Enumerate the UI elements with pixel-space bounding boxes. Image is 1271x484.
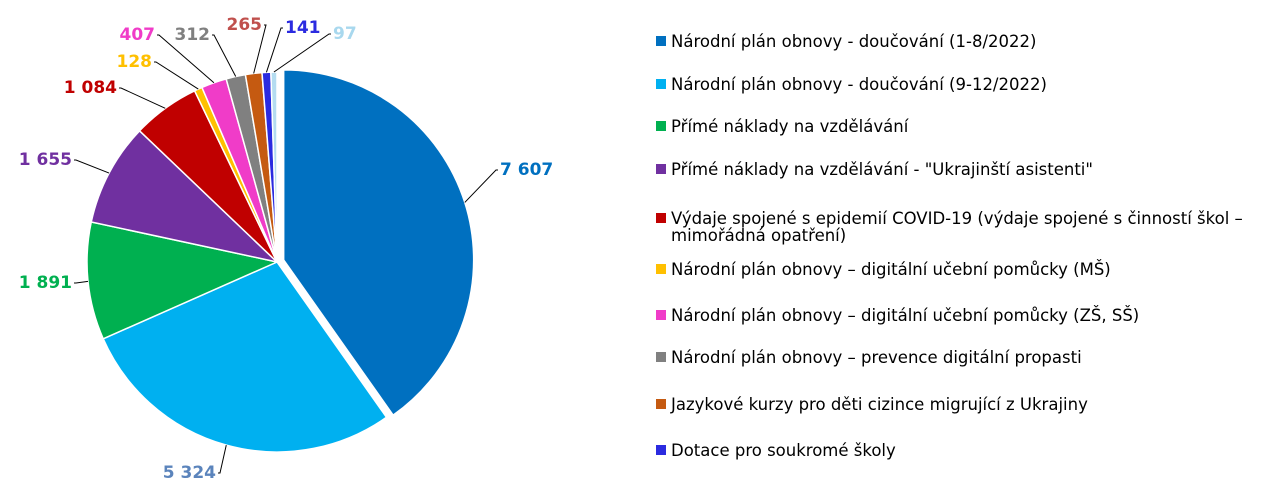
legend-item: Přímé náklady na vzdělávání - "Ukrajinšt… — [656, 161, 1266, 178]
legend-swatch — [656, 36, 666, 46]
legend-item: Národní plán obnovy – digitální učební p… — [656, 261, 1266, 278]
legend-label: Přímé náklady na vzdělávání — [671, 117, 909, 136]
legend-item: Dotace pro soukromé školy — [656, 442, 1266, 459]
legend-label: Národní plán obnovy – prevence digitální… — [671, 348, 1082, 367]
legend-label: Výdaje spojené s epidemií COVID-19 (výda… — [671, 209, 1243, 245]
legend-item: Přímé náklady na vzdělávání — [656, 118, 1266, 135]
data-label: 265 — [227, 15, 263, 35]
legend-item: Výdaje spojené s epidemií COVID-19 (výda… — [656, 210, 1266, 244]
leader-line — [273, 33, 331, 73]
legend-item: Jazykové kurzy pro děti cizince migrujíc… — [656, 396, 1266, 413]
legend-item: Národní plán obnovy – prevence digitální… — [656, 349, 1266, 366]
data-label: 407 — [120, 25, 156, 45]
data-label: 97 — [333, 24, 357, 44]
data-label: 141 — [285, 18, 321, 38]
legend-swatch — [656, 264, 666, 274]
leader-line — [218, 444, 227, 474]
leader-line — [157, 34, 215, 84]
leader-line — [119, 87, 166, 109]
legend-swatch — [656, 399, 666, 409]
data-label: 1 084 — [64, 78, 117, 98]
legend-label: Jazykové kurzy pro děti cizince migrujíc… — [671, 395, 1088, 414]
legend-label: Národní plán obnovy – digitální učební p… — [671, 260, 1111, 279]
legend-item: Národní plán obnovy – digitální učební p… — [656, 307, 1266, 324]
leader-line — [74, 159, 110, 174]
legend-swatch — [656, 79, 666, 89]
legend-label: Dotace pro soukromé školy — [671, 441, 896, 460]
data-label: 1 891 — [19, 273, 72, 293]
legend-swatch — [656, 445, 666, 455]
legend-label: Národní plán obnovy – digitální učební p… — [671, 306, 1140, 325]
legend-swatch — [656, 310, 666, 320]
leader-line — [74, 280, 89, 284]
legend-swatch — [656, 213, 666, 223]
data-label: 312 — [175, 25, 211, 45]
legend-swatch — [656, 121, 666, 131]
leader-line — [253, 24, 267, 74]
legend-item: Národní plán obnovy - doučování (9-12/20… — [656, 76, 1266, 93]
data-label: 5 324 — [163, 463, 216, 483]
data-label: 1 655 — [19, 150, 72, 170]
pie-slice — [102, 261, 388, 453]
pie-slice — [86, 221, 280, 340]
leader-line — [154, 61, 199, 90]
legend-swatch — [656, 164, 666, 174]
data-label: 7 607 — [500, 160, 553, 180]
leader-line — [212, 34, 237, 77]
legend-item: Národní plán obnovy - doučování (1-8/202… — [656, 33, 1266, 50]
data-label: 128 — [117, 52, 153, 72]
legend-swatch — [656, 352, 666, 362]
legend-label: Národní plán obnovy - doučování (1-8/202… — [671, 32, 1037, 51]
leader-line — [464, 169, 498, 203]
legend-label: Národní plán obnovy - doučování (9-12/20… — [671, 75, 1047, 94]
legend-label: Přímé náklady na vzdělávání - "Ukrajinšt… — [671, 160, 1093, 179]
leader-line — [265, 27, 283, 73]
